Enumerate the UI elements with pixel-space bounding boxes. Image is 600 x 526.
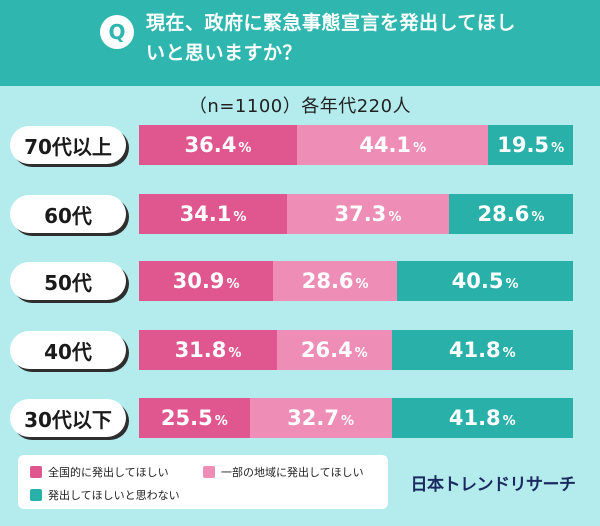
segment-nationwide: 25.5% <box>139 398 250 438</box>
percent-unit: % <box>531 209 545 225</box>
legend-item-not-wanted: 発出してほしいと思わない <box>30 487 180 503</box>
row-label: 70代以上 <box>10 126 126 164</box>
percent-unit: % <box>502 345 516 361</box>
segment-not-wanted: 28.6% <box>448 194 573 234</box>
segment-nationwide: 34.1% <box>139 194 287 234</box>
segment-not-wanted: 41.8% <box>391 330 573 370</box>
data-label: 30.9 <box>172 269 225 293</box>
row-label: 50代 <box>10 262 126 300</box>
data-label: 44.1 <box>359 133 412 157</box>
legend: 全国的に発出してほしい 一部の地域に発出してほしい 発出してほしいと思わない <box>18 455 388 509</box>
percent-unit: % <box>228 345 242 361</box>
legend-swatch <box>30 489 42 501</box>
question-header: Q 現在、政府に緊急事態宣言を発出してほしいと思いますか？ <box>0 0 600 86</box>
segment-nationwide: 36.4% <box>139 125 297 165</box>
segment-not-wanted: 19.5% <box>488 125 573 165</box>
percent-unit: % <box>355 276 369 292</box>
percent-unit: % <box>505 276 519 292</box>
data-label: 26.4 <box>300 338 353 362</box>
question-badge: Q <box>100 15 134 49</box>
data-label: 37.3 <box>334 202 387 226</box>
segment-regional: 32.7% <box>249 398 392 438</box>
data-label: 28.6 <box>301 269 354 293</box>
segment-regional: 26.4% <box>277 330 392 370</box>
stacked-bar: 36.4% 44.1% 19.5% <box>139 125 573 165</box>
legend-item-nationwide: 全国的に発出してほしい <box>30 464 169 480</box>
segment-nationwide: 30.9% <box>139 261 274 301</box>
brand-logo: 日本トレンドリサーチ <box>410 475 577 495</box>
segment-regional: 44.1% <box>296 125 489 165</box>
data-label: 31.8 <box>174 338 227 362</box>
percent-unit: % <box>388 209 402 225</box>
segment-regional: 28.6% <box>273 261 398 301</box>
sample-note: （n=1100）各年代220人 <box>188 96 412 117</box>
legend-label: 全国的に発出してほしい <box>48 466 169 479</box>
percent-unit: % <box>413 140 427 156</box>
segment-not-wanted: 40.5% <box>397 261 573 301</box>
stacked-bar: 34.1% 37.3% 28.6% <box>139 194 573 234</box>
row-label: 60代 <box>10 195 126 233</box>
legend-label: 一部の地域に発出してほしい <box>221 466 364 479</box>
percent-unit: % <box>354 345 368 361</box>
data-label: 19.5 <box>497 133 550 157</box>
percent-unit: % <box>502 413 516 429</box>
row-label: 30代以下 <box>10 399 126 437</box>
data-label: 28.6 <box>477 202 530 226</box>
data-label: 40.5 <box>451 269 504 293</box>
data-label: 36.4 <box>184 133 237 157</box>
segment-regional: 37.3% <box>286 194 449 234</box>
legend-swatch <box>30 466 42 478</box>
question-text: 現在、政府に緊急事態宣言を発出してほしいと思いますか？ <box>146 12 516 64</box>
percent-unit: % <box>214 413 228 429</box>
data-label: 25.5 <box>160 406 213 430</box>
stacked-bar: 30.9% 28.6% 40.5% <box>139 261 573 301</box>
percent-unit: % <box>226 276 240 292</box>
percent-unit: % <box>341 413 355 429</box>
row-label: 40代 <box>10 331 126 369</box>
stacked-bar: 31.8% 26.4% 41.8% <box>139 330 573 370</box>
data-label: 32.7 <box>287 406 339 430</box>
percent-unit: % <box>551 140 565 156</box>
legend-swatch <box>203 466 215 478</box>
segment-nationwide: 31.8% <box>139 330 277 370</box>
data-label: 34.1 <box>179 202 232 226</box>
legend-label: 発出してほしいと思わない <box>48 489 180 502</box>
stacked-bar: 25.5% 32.7% 41.8% <box>139 398 573 438</box>
percent-unit: % <box>238 140 252 156</box>
data-label: 41.8 <box>448 338 501 362</box>
percent-unit: % <box>233 209 247 225</box>
data-label: 41.8 <box>448 406 501 430</box>
segment-not-wanted: 41.8% <box>391 398 573 438</box>
legend-item-regional: 一部の地域に発出してほしい <box>203 464 364 480</box>
